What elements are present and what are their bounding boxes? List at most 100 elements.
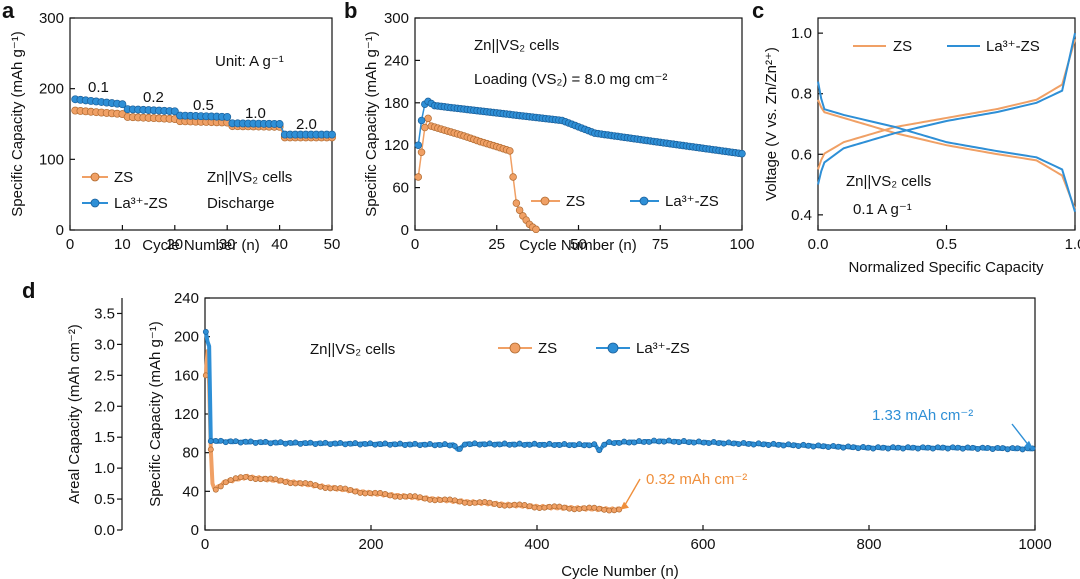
- point-d-1-102: [372, 441, 379, 448]
- curve-c-1-discharge: [817, 81, 1076, 213]
- point-d-0-39: [267, 475, 274, 482]
- point-d-0-141: [436, 497, 443, 503]
- point-d-0-66: [312, 482, 319, 489]
- x-tick-label-d-0: 0: [201, 536, 209, 553]
- point-d-0-180: [501, 502, 508, 509]
- point-d-1-168: [481, 441, 488, 448]
- y2-tick-label-d-2: 1.0: [94, 460, 115, 477]
- point-d-1-396: [860, 444, 867, 450]
- point-d-1-114: [392, 441, 399, 448]
- marks-c: [817, 32, 1076, 213]
- point-d-1-219: [566, 442, 573, 449]
- point-d-1-453: [954, 444, 961, 451]
- point-d-1-465: [974, 445, 981, 452]
- ticks-d: 0 200 400 600 800 1000 0 40 80 120 160 200 240 0.0 0.5…: [94, 290, 1052, 553]
- point-d-0-81: [337, 485, 344, 491]
- point-b-1-1: [417, 116, 426, 125]
- point-d-0-21: [237, 474, 244, 481]
- point-d-1-228: [581, 442, 588, 449]
- point-d-1-186: [511, 441, 518, 448]
- annot-cell-d: Zn||VS₂ cells: [310, 341, 395, 358]
- point-d-1-288: [680, 438, 687, 444]
- point-d-0-249: [616, 506, 623, 513]
- point-d-1-360: [800, 441, 807, 448]
- y-tick-label-d-5: 200: [174, 329, 199, 346]
- point-d-1-249: [616, 439, 623, 446]
- point-d-0-135: [426, 496, 433, 503]
- point-d-1-93: [357, 441, 364, 448]
- point-a-1-29: [223, 112, 232, 121]
- point-d-0-153: [456, 498, 463, 505]
- point-d-0-210: [551, 503, 558, 510]
- legend-label-zs-a: ZS: [114, 169, 133, 186]
- point-d-1-252: [621, 438, 628, 445]
- y-tick-label-a-2: 200: [39, 81, 64, 98]
- x-axis-label-c: Normalized Specific Capacity: [848, 259, 1044, 276]
- point-d-1-150: [451, 443, 458, 450]
- point-d-0-165: [476, 499, 483, 506]
- point-d-1-432: [920, 444, 926, 451]
- point-d-1-90: [352, 440, 359, 447]
- point-d-1-147: [446, 442, 453, 449]
- point-d-1-327: [745, 440, 752, 447]
- point-d-1-177: [496, 441, 503, 448]
- point-d-1-393: [855, 445, 862, 452]
- y-axis-label-d: Specific Capacity (mAh g⁻¹): [147, 321, 164, 506]
- point-d-1-45: [277, 439, 284, 446]
- point-b-0-31: [515, 206, 524, 214]
- point-d-1-345: [775, 441, 782, 448]
- y-axis-label-c: Voltage (V vs. Zn/Zn²⁺): [763, 47, 780, 201]
- point-d-1-156: [461, 441, 468, 448]
- panel-label-c: c: [752, 0, 764, 23]
- ticks-c: 0.0 0.5 1.0 0.4 0.6 0.8 1.0: [791, 25, 1080, 253]
- point-d-1-324: [740, 439, 747, 446]
- point-d-1-363: [805, 442, 812, 449]
- y-tick-label-b-2: 120: [384, 137, 409, 154]
- x-tick-label-c-0: 0.0: [808, 236, 829, 253]
- annot-rate-0: 0.1: [88, 79, 109, 96]
- point-d-1-117: [397, 440, 403, 447]
- point-d-0-150: [451, 497, 458, 504]
- point-d-1-132: [422, 441, 428, 448]
- point-d-1-279: [666, 437, 672, 444]
- annot-arrowhead-zs-d: [620, 501, 629, 510]
- legend-marker-la-d: [607, 342, 619, 354]
- point-d-0-237: [596, 505, 603, 512]
- legend-label-zs-c: ZS: [893, 38, 912, 55]
- point-d-1-330: [750, 441, 757, 448]
- point-d-1-471: [984, 445, 991, 451]
- point-d-1-15: [227, 438, 234, 445]
- marks-d: [202, 328, 1036, 514]
- x-tick-label-b-2: 50: [570, 236, 587, 253]
- point-d-1-42: [272, 439, 279, 446]
- point-d-1-273: [656, 438, 662, 445]
- point-d-0-189: [516, 501, 523, 508]
- y2-tick-label-d-0: 0.0: [94, 522, 115, 539]
- point-d-0-177: [496, 502, 503, 509]
- point-d-0-120: [402, 493, 408, 500]
- y2-tick-label-d-6: 3.0: [94, 336, 115, 353]
- point-d-1-198: [531, 440, 538, 447]
- point-d-1-372: [820, 443, 827, 450]
- x-tick-label-a-1: 10: [114, 236, 131, 253]
- point-d-1-351: [785, 441, 792, 448]
- y-tick-label-b-1: 60: [392, 180, 409, 197]
- point-d-0-18: [232, 475, 239, 482]
- x-axis-label-b: Cycle Number (n): [519, 237, 637, 254]
- annot-rate-3: 1.0: [245, 105, 266, 122]
- y-tick-label-d-4: 160: [174, 367, 199, 384]
- point-d-1-486: [1009, 445, 1016, 452]
- point-d-0-87: [347, 486, 354, 493]
- x-tick-label-d-2: 400: [524, 536, 549, 553]
- point-a-1-39: [275, 120, 284, 128]
- point-a-1-19: [170, 107, 179, 116]
- y-tick-label-d-3: 120: [174, 406, 199, 423]
- point-d-1-429: [915, 445, 921, 452]
- point-d-1-231: [586, 442, 593, 449]
- point-d-1-321: [735, 441, 742, 447]
- y-axis-label-a: Specific Capacity (mAh g⁻¹): [9, 31, 26, 216]
- point-d-0-207: [546, 503, 553, 510]
- x-tick-label-b-4: 100: [729, 236, 754, 253]
- point-d-0-108: [382, 491, 389, 497]
- point-d-1-456: [959, 445, 966, 452]
